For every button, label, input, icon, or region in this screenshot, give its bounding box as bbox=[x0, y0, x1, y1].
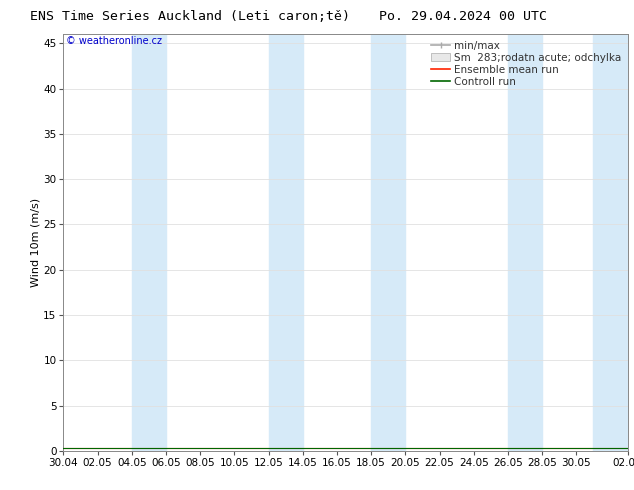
Text: © weatheronline.cz: © weatheronline.cz bbox=[66, 36, 162, 47]
Bar bbox=[269, 34, 303, 451]
Text: ENS Time Series Auckland (Leti caron;tě): ENS Time Series Auckland (Leti caron;tě) bbox=[30, 10, 350, 23]
Y-axis label: Wind 10m (m/s): Wind 10m (m/s) bbox=[30, 198, 41, 287]
Legend: min/max, Sm  283;rodatn acute; odchylka, Ensemble mean run, Controll run: min/max, Sm 283;rodatn acute; odchylka, … bbox=[427, 36, 626, 91]
Bar bbox=[508, 34, 542, 451]
Bar bbox=[371, 34, 405, 451]
Bar bbox=[593, 34, 628, 451]
Bar bbox=[132, 34, 166, 451]
Text: Po. 29.04.2024 00 UTC: Po. 29.04.2024 00 UTC bbox=[379, 10, 547, 23]
